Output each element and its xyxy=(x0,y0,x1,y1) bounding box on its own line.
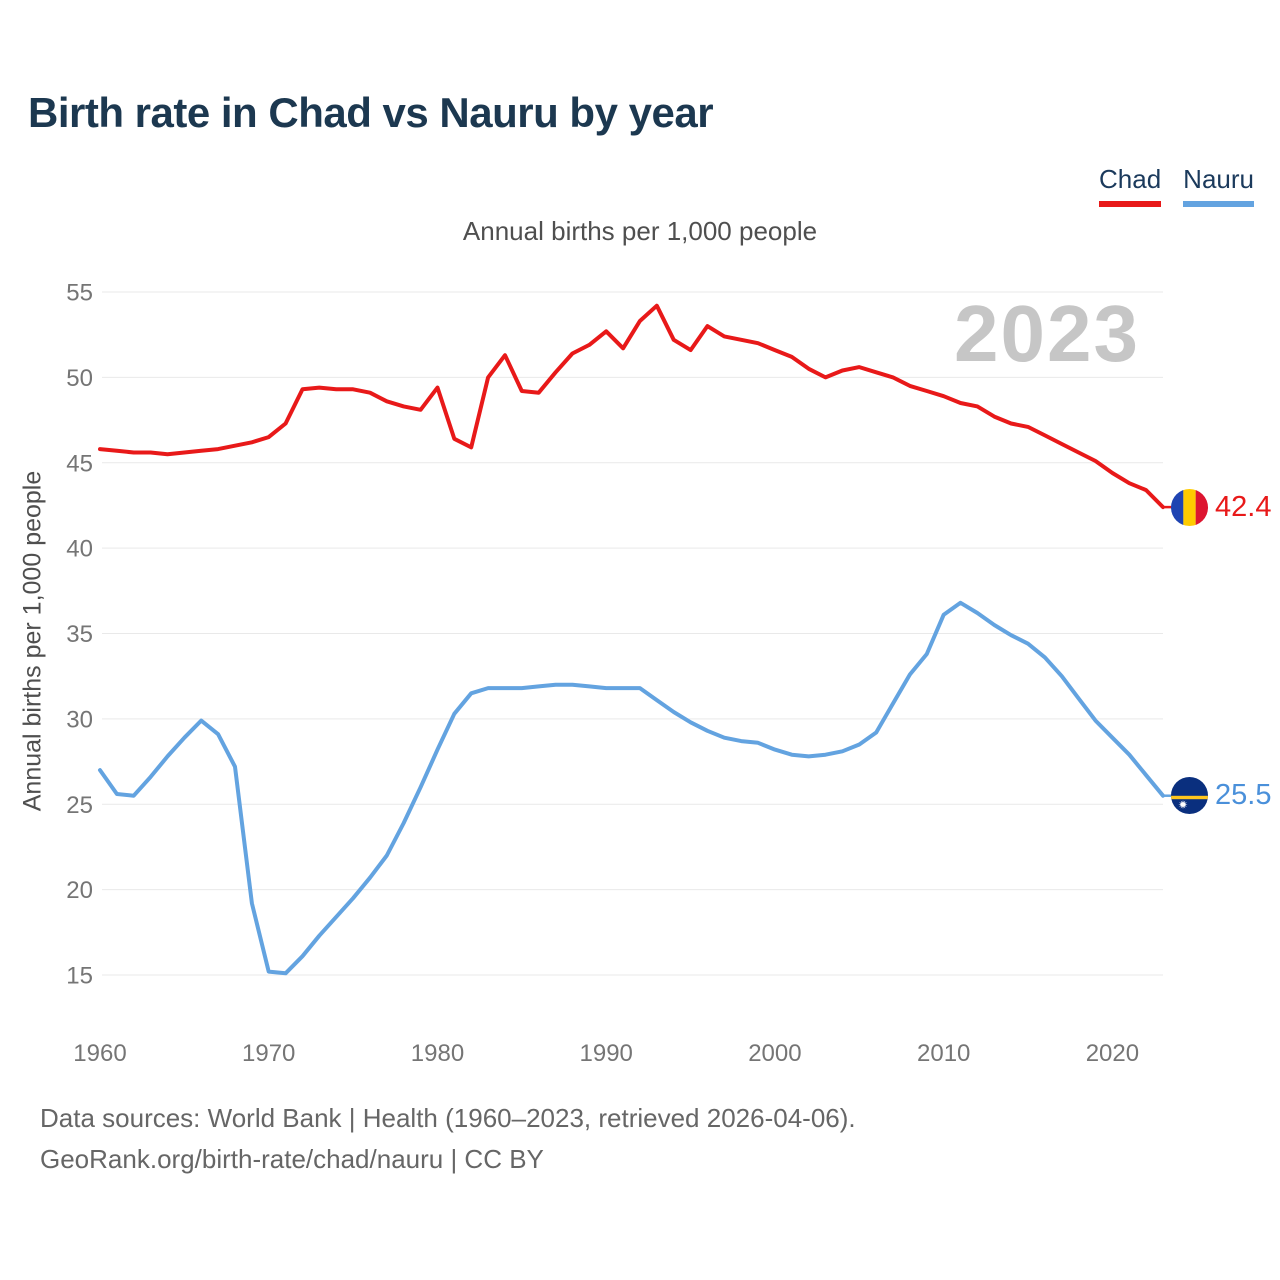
svg-text:2020: 2020 xyxy=(1086,1040,1139,1067)
chad-flag-icon xyxy=(1171,488,1208,526)
legend-item-nauru[interactable]: Nauru xyxy=(1183,164,1254,207)
footer-sources: Data sources: World Bank | Health (1960–… xyxy=(40,1103,856,1133)
page-title: Birth rate in Chad vs Nauru by year xyxy=(28,89,714,136)
year-watermark: 2023 xyxy=(954,289,1140,378)
nauru-end-marker: 25.5 xyxy=(1171,777,1272,815)
y-tick-labels: 15 20 25 30 35 40 45 50 55 xyxy=(66,280,93,990)
svg-text:25: 25 xyxy=(66,792,93,819)
svg-text:35: 35 xyxy=(66,621,93,648)
svg-text:1960: 1960 xyxy=(73,1040,126,1067)
footer-attribution: GeoRank.org/birth-rate/chad/nauru | CC B… xyxy=(40,1144,544,1174)
svg-text:45: 45 xyxy=(66,450,93,477)
legend-item-chad[interactable]: Chad xyxy=(1099,164,1162,207)
chad-end-marker: 42.4 xyxy=(1171,488,1272,526)
svg-text:1980: 1980 xyxy=(411,1040,464,1067)
nauru-line xyxy=(98,600,1165,976)
legend-nauru-label: Nauru xyxy=(1183,164,1254,194)
svg-text:2010: 2010 xyxy=(917,1040,970,1067)
chart-subtitle: Annual births per 1,000 people xyxy=(462,216,818,246)
chad-line xyxy=(98,303,1165,510)
footer: Data sources: World Bank | Health (1960–… xyxy=(40,1098,856,1180)
svg-text:30: 30 xyxy=(66,706,93,733)
svg-text:55: 55 xyxy=(66,280,93,307)
y-gridlines xyxy=(102,291,1163,976)
x-tick-labels: 1960 1970 1980 1990 2000 2010 2020 xyxy=(73,1040,1139,1067)
nauru-flag-icon xyxy=(1171,777,1208,815)
chart-legend: Chad Nauru xyxy=(1099,164,1254,207)
svg-text:20: 20 xyxy=(66,877,93,904)
legend-chad-label: Chad xyxy=(1099,164,1162,194)
chad-end-value: 42.4 xyxy=(1215,490,1272,523)
svg-text:40: 40 xyxy=(66,536,93,563)
svg-text:2000: 2000 xyxy=(748,1040,801,1067)
svg-text:50: 50 xyxy=(66,365,93,392)
y-axis-title: Annual births per 1,000 people xyxy=(18,470,47,812)
nauru-end-value: 25.5 xyxy=(1215,779,1272,812)
svg-text:1990: 1990 xyxy=(580,1040,633,1067)
svg-text:1970: 1970 xyxy=(242,1040,295,1067)
svg-text:15: 15 xyxy=(66,963,93,990)
